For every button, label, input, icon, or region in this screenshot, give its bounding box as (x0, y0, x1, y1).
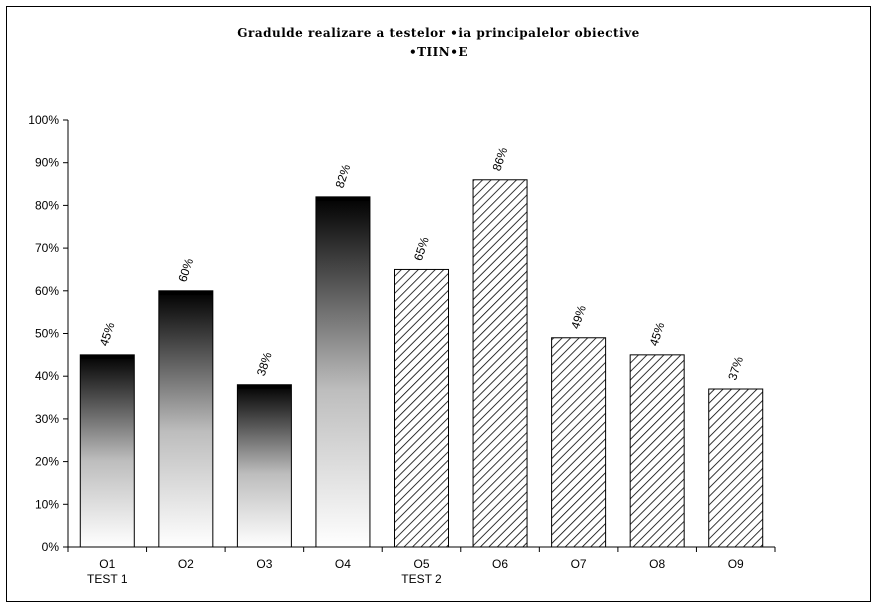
x-tick-label: O4 (335, 557, 351, 571)
y-tick-label: 80% (35, 198, 59, 212)
data-label: 45% (97, 320, 118, 347)
data-label: 82% (332, 162, 353, 189)
data-label: 65% (411, 235, 432, 262)
chart-title: Gradulde realizare a testelor •ia princi… (237, 26, 640, 40)
bars (79, 179, 764, 548)
chart-subtitle: •TIIN•E (408, 45, 469, 59)
y-tick-label: 100% (28, 113, 59, 127)
data-label: 49% (568, 303, 589, 330)
x-tick-label: O2 (178, 557, 194, 571)
x-tick-label: O3 (256, 557, 272, 571)
y-tick-label: 30% (35, 412, 59, 426)
bar-top-edge (80, 354, 135, 359)
y-tick-label: 20% (35, 455, 59, 469)
x-tick-label: O7 (571, 557, 587, 571)
bar (472, 179, 528, 548)
y-tick-label: 70% (35, 241, 59, 255)
y-tick-label: 10% (35, 497, 59, 511)
y-tick-label: 40% (35, 369, 59, 383)
labels: O1 O2 O3 O4 O5 O6 O7 O8 O9 TEST 1 TEST 2 45% 60% 38% 8… (87, 145, 746, 586)
data-label: 38% (254, 350, 275, 377)
group-label: TEST 2 (401, 572, 442, 586)
bar (394, 268, 449, 548)
x-tick-label: O9 (728, 557, 744, 571)
bar (158, 290, 214, 548)
bar (629, 354, 685, 548)
bar-top-edge (237, 384, 292, 389)
bar (236, 384, 292, 548)
bar-top-edge (158, 290, 213, 295)
data-label: 45% (647, 320, 668, 347)
x-tick-label: O6 (492, 557, 508, 571)
y-tick-label: 60% (35, 284, 59, 298)
x-tick-label: O1 (99, 557, 115, 571)
bar (79, 354, 135, 548)
bar (708, 388, 764, 548)
data-label: 37% (725, 354, 746, 381)
y-tick-label: 0% (42, 540, 60, 554)
y-tick-label: 50% (35, 327, 59, 341)
data-label: 60% (175, 256, 196, 283)
bar (315, 196, 371, 548)
y-tick-label: 90% (35, 156, 59, 170)
bar-top-edge (315, 196, 370, 201)
bar (551, 337, 607, 548)
group-label: TEST 1 (87, 572, 128, 586)
data-label: 86% (490, 145, 511, 172)
x-tick-label: O5 (413, 557, 429, 571)
x-tick-label: O8 (649, 557, 665, 571)
axes: 0% 10% 20% 30% 40% 50% 60% 70% 80% 90% 100% (28, 113, 776, 554)
